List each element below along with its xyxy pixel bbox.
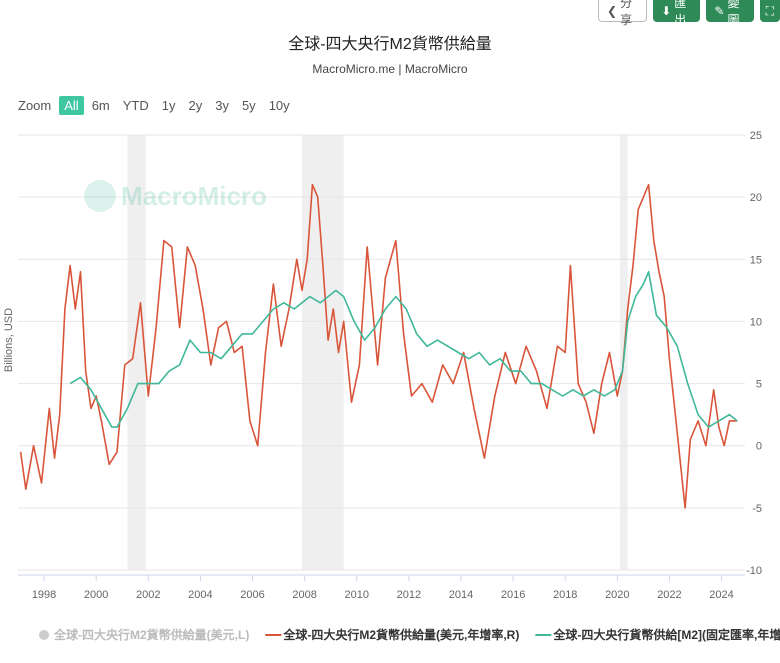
edit-chart-button[interactable]: ✎ 變圖 <box>706 0 754 27</box>
expand-icon: ⛶ <box>765 3 775 18</box>
y-tick-label: 10 <box>750 316 762 328</box>
edit-label: 變圖 <box>727 0 740 27</box>
x-tick-label: 2006 <box>240 589 264 601</box>
share-button[interactable]: ❮ 分享 <box>598 0 648 27</box>
zoom-option-3y[interactable]: 3y <box>215 98 229 113</box>
y-tick-label: -10 <box>746 565 762 577</box>
zoom-option-all[interactable]: All <box>59 96 84 115</box>
watermark-logo-icon <box>84 180 116 212</box>
x-tick-label: 2010 <box>345 589 369 601</box>
legend-item-label[interactable]: 全球-四大央行M2貨幣供給量(美元,年增率,R) <box>282 627 519 642</box>
zoom-label: Zoom <box>18 98 52 113</box>
watermark-text: MacroMicro <box>121 181 267 211</box>
left-axis-label: Billions, USD <box>3 308 15 372</box>
x-tick-label: 2008 <box>292 589 316 601</box>
x-tick-label: 2002 <box>136 589 160 601</box>
legend-marker <box>39 630 49 640</box>
download-icon: ⬇ <box>661 4 672 18</box>
share-label: 分享 <box>620 0 633 27</box>
zoom-option-1y[interactable]: 1y <box>161 98 176 113</box>
y-tick-label: 20 <box>750 192 762 204</box>
y-tick-label: 5 <box>756 379 762 391</box>
share-icon: ❮ <box>607 3 618 18</box>
x-tick-label: 2018 <box>553 589 577 601</box>
zoom-buttons: All 6m YTD 1y 2y 3y 5y 10y <box>59 96 297 115</box>
export-label: 匯出 <box>674 0 687 27</box>
recession-band <box>127 135 146 570</box>
x-tick-label: 2022 <box>657 589 681 601</box>
recession-band <box>302 135 344 570</box>
y-tick-label: 25 <box>750 130 762 142</box>
zoom-option-6m[interactable]: 6m <box>91 98 110 113</box>
chart-subtitle: MacroMicro.me | MacroMicro <box>312 62 468 76</box>
x-tick-label: 2016 <box>501 589 525 601</box>
zoom-option-2y[interactable]: 2y <box>188 98 203 113</box>
zoom-option-ytd[interactable]: YTD <box>122 98 149 113</box>
y-tick-label: 0 <box>756 441 762 453</box>
x-tick-label: 2004 <box>188 589 212 601</box>
x-tick-label: 2012 <box>397 589 421 601</box>
fullscreen-button[interactable]: ⛶ <box>759 0 780 22</box>
zoom-option-10y[interactable]: 10y <box>268 98 290 113</box>
zoom-bar: Zoom All 6m YTD 1y 2y 3y 5y 10y <box>18 96 298 115</box>
x-tick-label: 2020 <box>605 589 629 601</box>
y-tick-label: -5 <box>752 503 762 515</box>
export-button[interactable]: ⬇ 匯出 <box>653 0 701 27</box>
x-tick-label: 1998 <box>32 589 56 601</box>
zoom-option-5y[interactable]: 5y <box>241 98 256 113</box>
x-tick-label: 2014 <box>449 589 473 601</box>
legend-item-label[interactable]: 全球-四大央行貨幣供給[M2](固定匯率,年增率,R) <box>552 627 780 642</box>
x-tick-label: 2000 <box>84 589 108 601</box>
series-line-2[interactable] <box>69 270 738 428</box>
chart-title: 全球-四大央行M2貨幣供給量 <box>288 36 492 53</box>
pencil-icon: ✎ <box>714 4 725 18</box>
y-tick-label: 15 <box>750 254 762 266</box>
x-tick-label: 2024 <box>709 589 733 601</box>
legend-item-label[interactable]: 全球-四大央行M2貨幣供給量(美元,L) <box>53 627 249 642</box>
chart-toolbar: ❮ 分享 ⬇ 匯出 ✎ 變圖 ⛶ <box>598 0 780 27</box>
